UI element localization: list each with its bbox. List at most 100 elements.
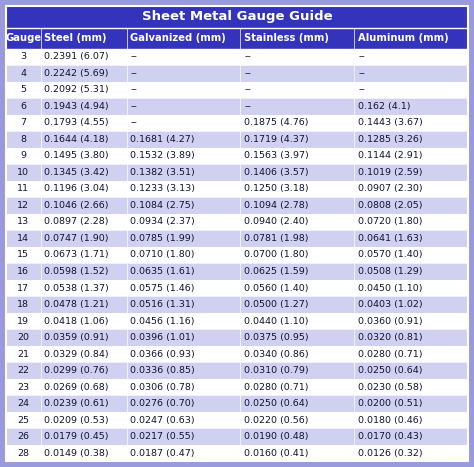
Text: 0.0673 (1.71): 0.0673 (1.71) <box>45 250 109 260</box>
Text: 0.1495 (3.80): 0.1495 (3.80) <box>45 151 109 160</box>
Text: 0.0190 (0.48): 0.0190 (0.48) <box>244 432 309 441</box>
Text: 0.0360 (0.91): 0.0360 (0.91) <box>358 317 423 325</box>
Text: 17: 17 <box>17 283 29 292</box>
Text: 0.0247 (0.63): 0.0247 (0.63) <box>130 416 195 425</box>
Text: 0.0478 (1.21): 0.0478 (1.21) <box>45 300 109 309</box>
Text: 16: 16 <box>17 267 29 276</box>
Text: 24: 24 <box>17 399 29 408</box>
Text: 0.1875 (4.76): 0.1875 (4.76) <box>244 118 309 127</box>
Text: 0.0179 (0.45): 0.0179 (0.45) <box>45 432 109 441</box>
Text: 0.1943 (4.94): 0.1943 (4.94) <box>45 102 109 111</box>
Bar <box>6 197 468 214</box>
Text: 0.0160 (0.41): 0.0160 (0.41) <box>244 449 309 458</box>
Text: 0.2391 (6.07): 0.2391 (6.07) <box>45 52 109 61</box>
Text: Galvanized (mm): Galvanized (mm) <box>130 33 226 43</box>
Text: 0.1443 (3.67): 0.1443 (3.67) <box>358 118 423 127</box>
Text: 10: 10 <box>17 168 29 177</box>
Text: --: -- <box>244 102 251 111</box>
Text: 0.1084 (2.75): 0.1084 (2.75) <box>130 201 195 210</box>
Text: 0.2092 (5.31): 0.2092 (5.31) <box>45 85 109 94</box>
Text: 0.0239 (0.61): 0.0239 (0.61) <box>45 399 109 408</box>
Text: 0.0508 (1.29): 0.0508 (1.29) <box>358 267 423 276</box>
Text: 0.0625 (1.59): 0.0625 (1.59) <box>244 267 309 276</box>
Text: 0.0336 (0.85): 0.0336 (0.85) <box>130 366 195 375</box>
Text: 0.0720 (1.80): 0.0720 (1.80) <box>358 218 423 226</box>
Text: 0.0785 (1.99): 0.0785 (1.99) <box>130 234 195 243</box>
Text: Sheet Metal Gauge Guide: Sheet Metal Gauge Guide <box>142 10 332 23</box>
Bar <box>6 164 468 181</box>
Bar <box>6 346 468 362</box>
Bar <box>6 98 468 114</box>
Text: 0.1233 (3.13): 0.1233 (3.13) <box>130 184 195 193</box>
Text: 0.0217 (0.55): 0.0217 (0.55) <box>130 432 195 441</box>
Text: 0.1144 (2.91): 0.1144 (2.91) <box>358 151 423 160</box>
Text: 19: 19 <box>17 317 29 325</box>
Text: 0.1532 (3.89): 0.1532 (3.89) <box>130 151 195 160</box>
Bar <box>6 148 468 164</box>
Text: 0.1019 (2.59): 0.1019 (2.59) <box>358 168 423 177</box>
Bar <box>6 296 468 313</box>
Text: 28: 28 <box>17 449 29 458</box>
Bar <box>6 131 468 148</box>
Text: --: -- <box>358 52 365 61</box>
Text: 0.0907 (2.30): 0.0907 (2.30) <box>358 184 423 193</box>
Bar <box>6 428 468 445</box>
Bar <box>6 114 468 131</box>
Text: 0.0934 (2.37): 0.0934 (2.37) <box>130 218 195 226</box>
Text: 0.0598 (1.52): 0.0598 (1.52) <box>45 267 109 276</box>
Text: 3: 3 <box>20 52 26 61</box>
Text: 6: 6 <box>20 102 26 111</box>
Text: 11: 11 <box>17 184 29 193</box>
Text: Steel (mm): Steel (mm) <box>45 33 107 43</box>
Text: 0.1793 (4.55): 0.1793 (4.55) <box>45 118 109 127</box>
Text: 9: 9 <box>20 151 26 160</box>
Text: --: -- <box>244 52 251 61</box>
Text: 0.0500 (1.27): 0.0500 (1.27) <box>244 300 309 309</box>
Text: --: -- <box>130 102 137 111</box>
Text: 0.0440 (1.10): 0.0440 (1.10) <box>244 317 309 325</box>
Bar <box>6 28 468 49</box>
Text: 0.0396 (1.01): 0.0396 (1.01) <box>130 333 195 342</box>
Text: 0.0340 (0.86): 0.0340 (0.86) <box>244 350 309 359</box>
Text: 0.0280 (0.71): 0.0280 (0.71) <box>244 382 309 392</box>
Text: --: -- <box>130 69 137 78</box>
Text: 0.2242 (5.69): 0.2242 (5.69) <box>45 69 109 78</box>
Bar <box>6 65 468 82</box>
Text: 0.0366 (0.93): 0.0366 (0.93) <box>130 350 195 359</box>
Text: 15: 15 <box>17 250 29 260</box>
Text: 0.0450 (1.10): 0.0450 (1.10) <box>358 283 423 292</box>
Bar <box>6 313 468 329</box>
Text: 0.1406 (3.57): 0.1406 (3.57) <box>244 168 309 177</box>
Bar <box>6 362 468 379</box>
Text: 18: 18 <box>17 300 29 309</box>
Text: 0.0747 (1.90): 0.0747 (1.90) <box>45 234 109 243</box>
Text: --: -- <box>130 85 137 94</box>
Text: 0.1719 (4.37): 0.1719 (4.37) <box>244 135 309 144</box>
Text: --: -- <box>130 118 137 127</box>
Text: 0.162 (4.1): 0.162 (4.1) <box>358 102 410 111</box>
Text: 0.0250 (0.64): 0.0250 (0.64) <box>244 399 309 408</box>
Text: --: -- <box>244 69 251 78</box>
Text: 0.0516 (1.31): 0.0516 (1.31) <box>130 300 195 309</box>
Text: 14: 14 <box>17 234 29 243</box>
Text: --: -- <box>358 85 365 94</box>
Text: 25: 25 <box>17 416 29 425</box>
Text: 0.0269 (0.68): 0.0269 (0.68) <box>45 382 109 392</box>
Text: 12: 12 <box>17 201 29 210</box>
Text: 0.0808 (2.05): 0.0808 (2.05) <box>358 201 423 210</box>
Text: Gauge: Gauge <box>5 33 41 43</box>
Bar <box>6 263 468 280</box>
Text: 0.0329 (0.84): 0.0329 (0.84) <box>45 350 109 359</box>
Text: 0.0320 (0.81): 0.0320 (0.81) <box>358 333 423 342</box>
Text: 13: 13 <box>17 218 29 226</box>
Text: 0.1250 (3.18): 0.1250 (3.18) <box>244 184 309 193</box>
Text: 0.0570 (1.40): 0.0570 (1.40) <box>358 250 423 260</box>
Text: 0.0187 (0.47): 0.0187 (0.47) <box>130 449 195 458</box>
Text: 0.0280 (0.71): 0.0280 (0.71) <box>358 350 423 359</box>
Text: 0.0456 (1.16): 0.0456 (1.16) <box>130 317 195 325</box>
Text: 0.0359 (0.91): 0.0359 (0.91) <box>45 333 109 342</box>
Text: 22: 22 <box>17 366 29 375</box>
Text: 0.1285 (3.26): 0.1285 (3.26) <box>358 135 423 144</box>
Text: --: -- <box>358 69 365 78</box>
Text: 0.0781 (1.98): 0.0781 (1.98) <box>244 234 309 243</box>
